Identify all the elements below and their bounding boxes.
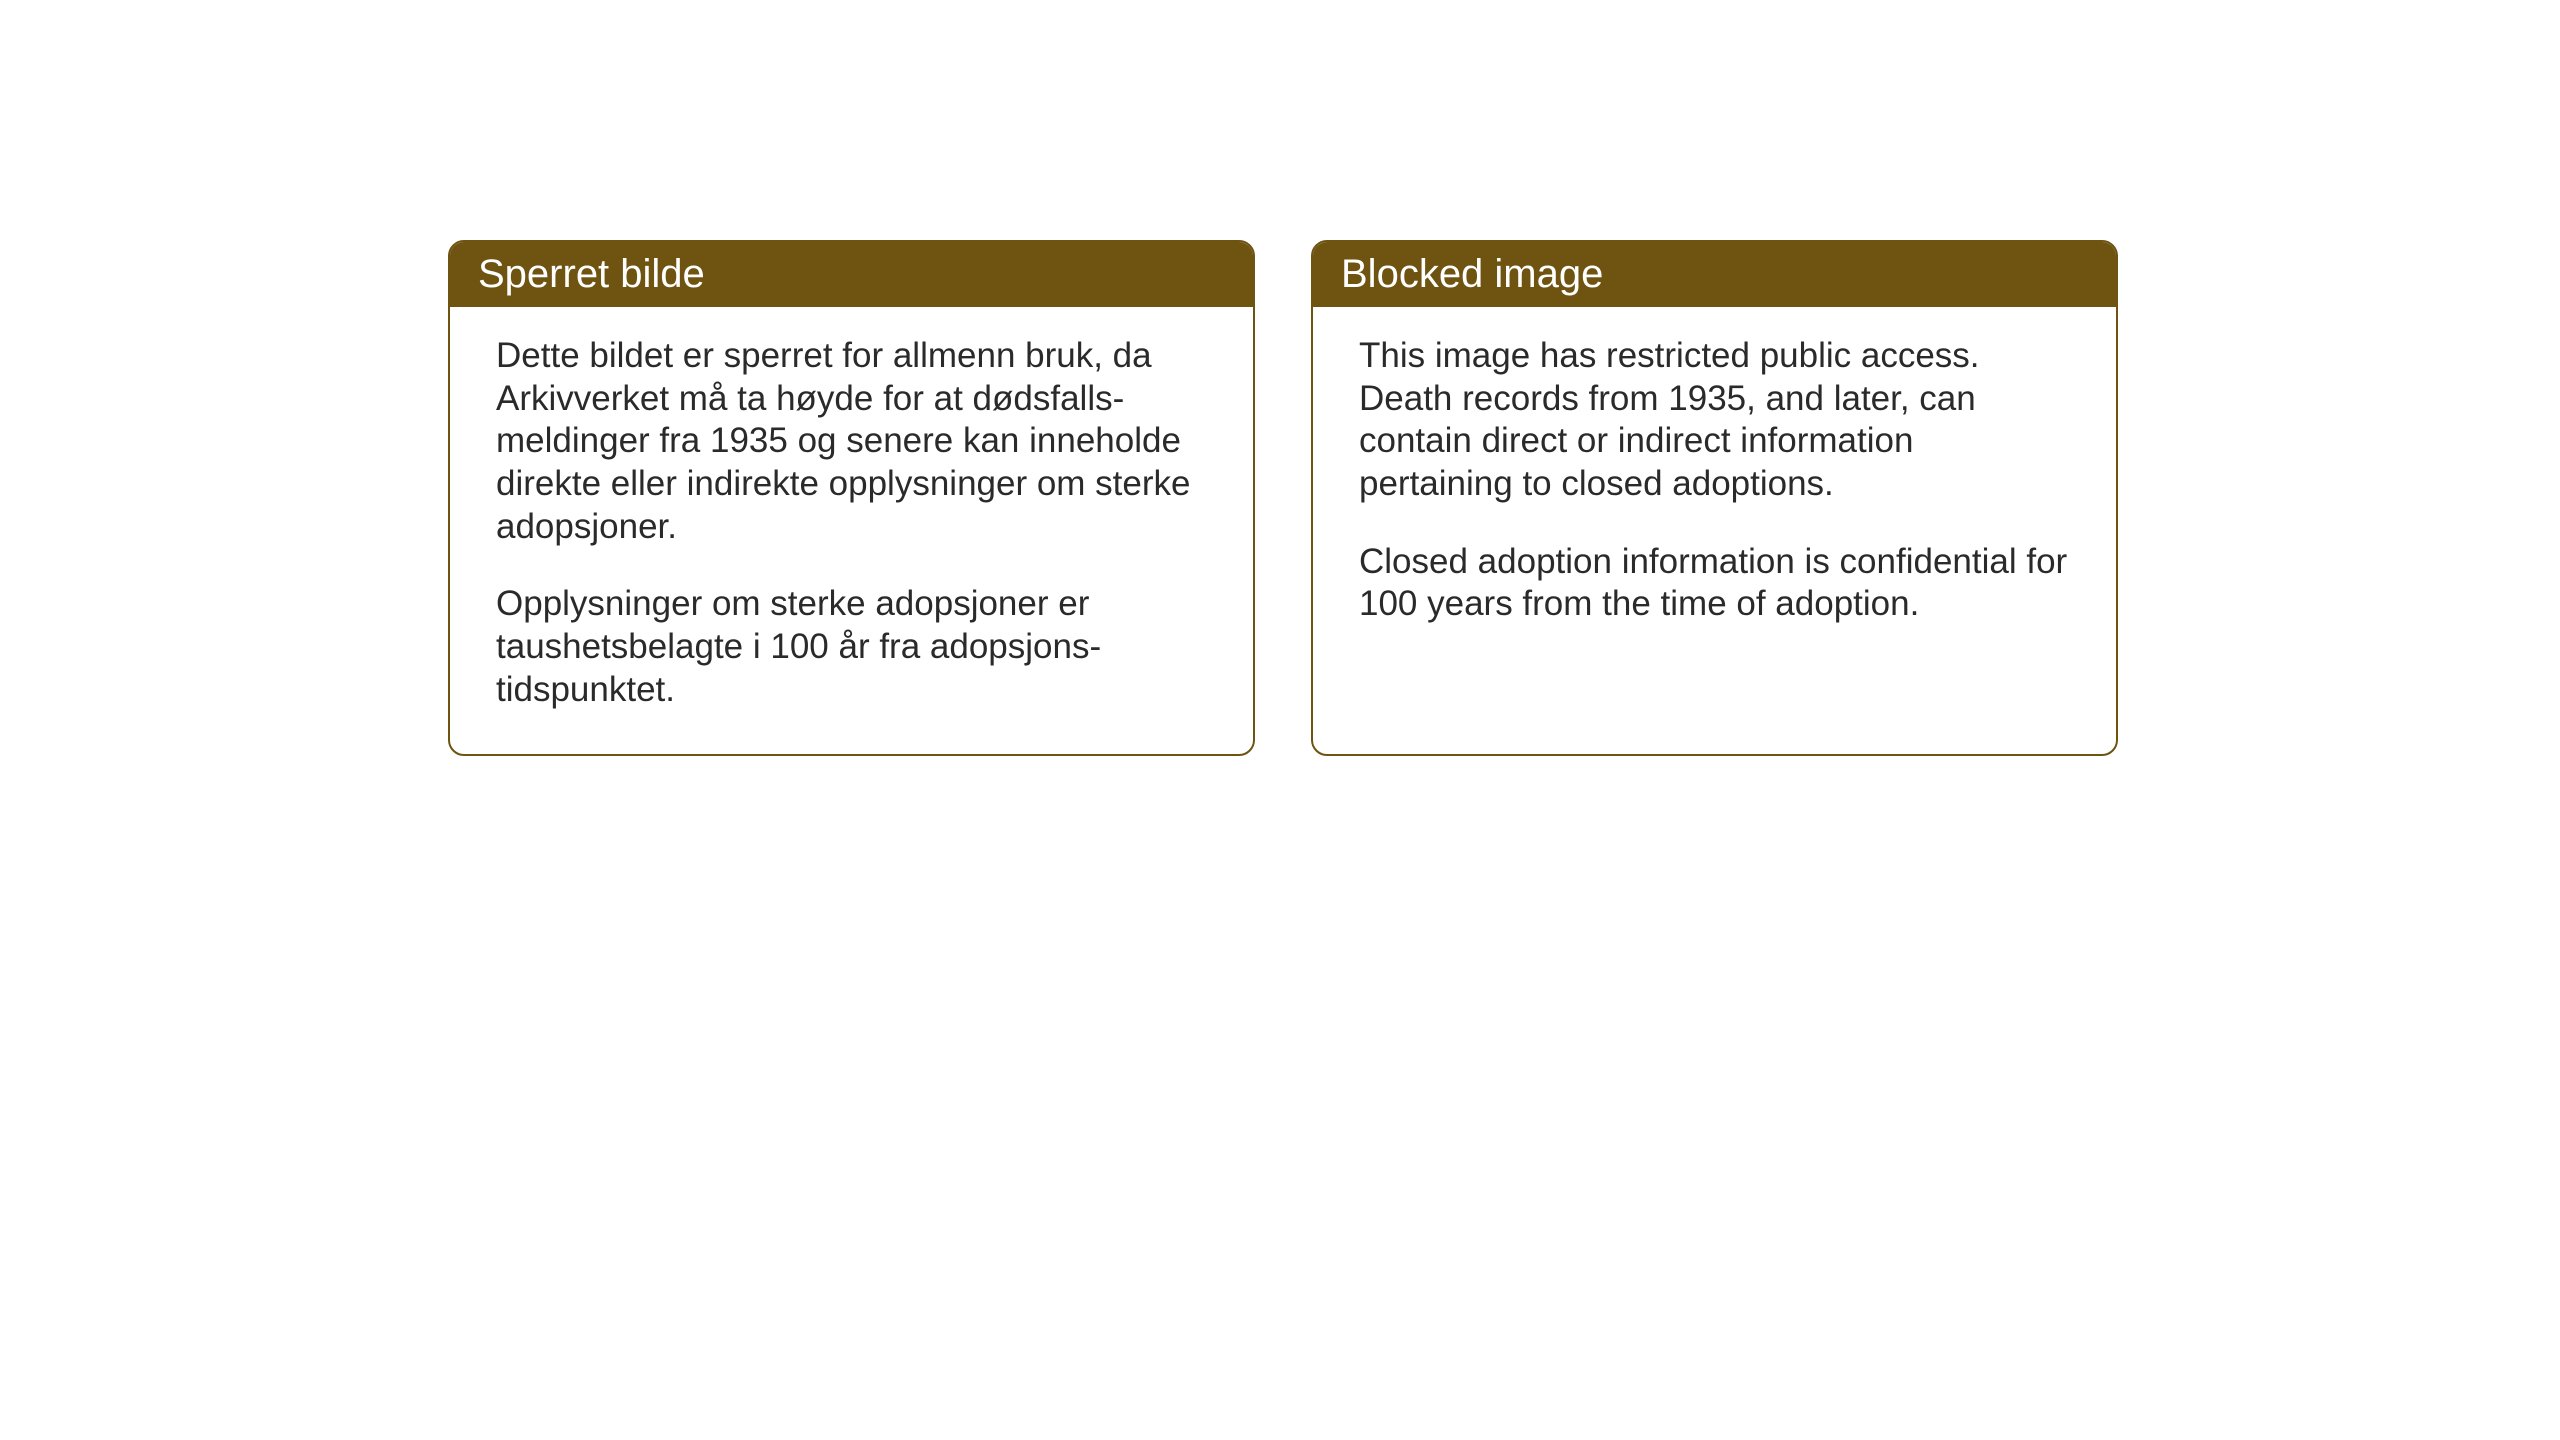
notice-paragraph-2: Opplysninger om sterke adopsjoner er tau…: [496, 583, 1207, 711]
notice-card-norwegian: Sperret bilde Dette bildet er sperret fo…: [448, 240, 1255, 756]
notice-cards-container: Sperret bilde Dette bildet er sperret fo…: [448, 240, 2118, 756]
notice-paragraph-1: Dette bildet er sperret for allmenn bruk…: [496, 335, 1207, 548]
notice-paragraph-1: This image has restricted public access.…: [1359, 335, 2070, 506]
card-body-norwegian: Dette bildet er sperret for allmenn bruk…: [450, 307, 1253, 752]
card-header-english: Blocked image: [1313, 242, 2116, 307]
notice-card-english: Blocked image This image has restricted …: [1311, 240, 2118, 756]
card-title: Sperret bilde: [478, 252, 705, 296]
card-body-english: This image has restricted public access.…: [1313, 307, 2116, 754]
card-title: Blocked image: [1341, 252, 1603, 296]
notice-paragraph-2: Closed adoption information is confident…: [1359, 541, 2070, 626]
card-header-norwegian: Sperret bilde: [450, 242, 1253, 307]
